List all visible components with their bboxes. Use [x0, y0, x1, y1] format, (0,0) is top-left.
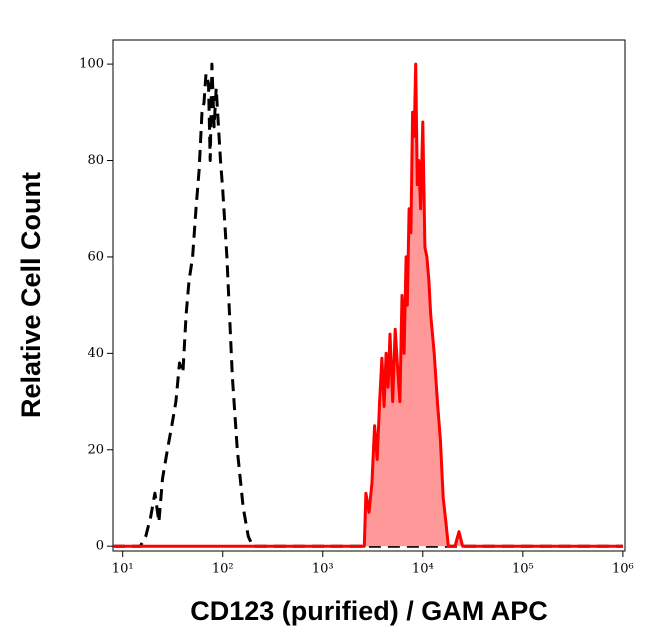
y-tick-label: 40: [87, 346, 104, 361]
line: [113, 62, 623, 548]
x-tick-label: 10¹: [112, 562, 134, 577]
line: [113, 62, 623, 548]
x-tick-label: 10⁶: [612, 562, 634, 577]
y-axis-label: Relative Cell Count: [16, 172, 46, 418]
x-tick-label: 10⁴: [412, 562, 434, 577]
area: [113, 64, 623, 547]
plot-frame: [112, 39, 626, 552]
x-tick-label: 10²: [212, 562, 234, 577]
y-tick-label: 100: [79, 57, 104, 72]
x-tick-label: 10⁵: [512, 562, 534, 577]
y-tick-label: 0: [96, 539, 104, 554]
y-tick-label: 60: [87, 249, 104, 264]
x-axis-label: CD123 (purified) / GAM APC: [190, 596, 548, 626]
y-tick-label: 20: [87, 442, 104, 457]
y-tick-label: 80: [87, 153, 104, 168]
x-tick-label: 10³: [312, 562, 334, 577]
